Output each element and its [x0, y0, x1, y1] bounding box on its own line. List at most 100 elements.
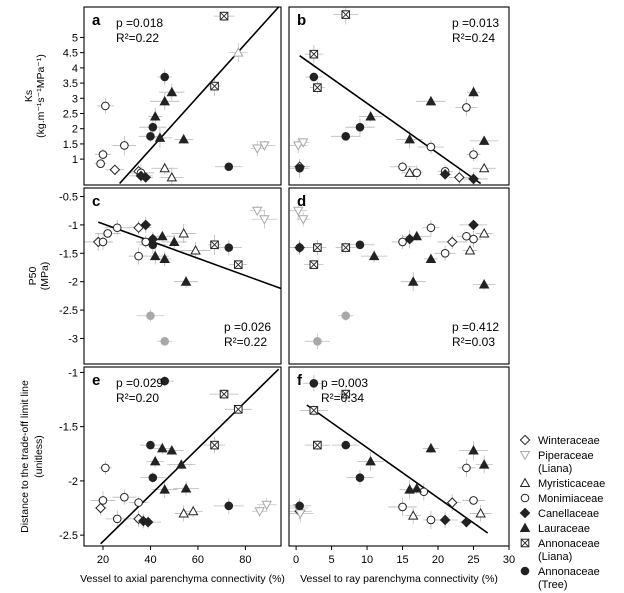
x-tick-label: 25 — [467, 554, 479, 566]
data-point — [464, 245, 476, 255]
plot-area — [84, 205, 281, 346]
data-point — [461, 516, 472, 528]
data-point — [146, 440, 155, 450]
x-tick-label: 40 — [144, 554, 156, 566]
data-point — [468, 173, 479, 185]
data-point — [341, 311, 351, 321]
data-point — [219, 11, 229, 21]
y-tick-label: -2 — [68, 277, 78, 289]
data-point — [178, 133, 189, 144]
data-point — [157, 442, 168, 453]
y-tick-label: -1.5 — [59, 248, 78, 260]
data-point — [313, 336, 322, 346]
data-point — [309, 72, 319, 82]
data-point — [190, 245, 201, 255]
legend-label: Lauraceae — [538, 523, 590, 535]
data-point — [412, 168, 422, 178]
y-axis-label: (MPa) — [39, 262, 51, 291]
legend-marker — [520, 538, 530, 548]
data-point — [141, 237, 151, 247]
data-point — [297, 215, 309, 225]
data-point — [112, 514, 122, 524]
trend-line — [97, 221, 281, 290]
trend-line — [306, 404, 489, 534]
data-point — [468, 219, 479, 231]
data-point — [259, 215, 270, 225]
y-tick-label: 5 — [72, 32, 78, 44]
legend-marker — [519, 507, 531, 519]
x-tick-label: 20 — [97, 554, 109, 566]
y-tick-label: 3 — [72, 93, 78, 105]
stat-annotation: p =0.013 — [452, 16, 499, 30]
data-point — [355, 473, 365, 482]
stat-annotation: p =0.003 — [321, 376, 368, 390]
data-point — [259, 141, 270, 151]
data-point — [159, 484, 170, 494]
trend-line — [100, 368, 280, 545]
legend-marker — [519, 522, 531, 533]
y-tick-label: -2 — [68, 476, 78, 488]
data-point — [160, 376, 169, 386]
data-point — [446, 497, 458, 508]
legend-label: Annonaceae — [538, 538, 600, 550]
data-point — [180, 483, 192, 493]
legend-marker — [519, 450, 531, 461]
stat-annotation: R²=0.22 — [224, 335, 267, 349]
data-point — [398, 502, 407, 512]
data-point — [178, 508, 189, 518]
data-point — [313, 83, 322, 92]
data-point — [96, 159, 105, 169]
data-point — [210, 240, 219, 250]
panel-letter: b — [297, 12, 306, 29]
data-point — [98, 237, 108, 247]
data-point — [120, 492, 129, 502]
data-point — [157, 230, 168, 241]
y-axis-label: (unitless) — [33, 435, 45, 478]
data-point — [140, 219, 152, 231]
data-point — [355, 122, 365, 132]
y-tick-label: 4 — [72, 63, 78, 75]
data-point — [297, 138, 309, 148]
data-point — [210, 81, 219, 91]
data-point — [404, 233, 415, 245]
data-point — [149, 111, 161, 121]
panel-frame — [288, 187, 510, 365]
data-point — [120, 141, 129, 150]
data-point — [98, 150, 108, 159]
trend-line — [299, 55, 482, 185]
data-point — [101, 463, 110, 473]
legend-marker — [520, 566, 530, 576]
legend-label: Annonaceae — [538, 566, 600, 578]
data-point — [462, 463, 471, 473]
legend-label: Winteraceae — [538, 435, 600, 447]
data-point — [210, 440, 219, 450]
data-point — [426, 223, 436, 233]
data-point — [148, 122, 158, 132]
y-tick-label: 2.5 — [63, 108, 78, 120]
plot-area — [289, 375, 493, 534]
legend-label: Piperaceae — [538, 450, 594, 462]
y-axis-label: P50 — [27, 267, 39, 286]
data-point — [187, 505, 199, 516]
data-point — [134, 251, 143, 261]
data-point — [148, 240, 158, 250]
data-point — [407, 510, 419, 520]
y-tick-label: 4.5 — [63, 48, 78, 60]
stat-annotation: R²=0.34 — [321, 391, 364, 405]
data-point — [159, 162, 170, 173]
legend-label: (Liana) — [538, 551, 572, 563]
data-point — [341, 389, 351, 399]
legend-label: Myristicaceae — [538, 478, 605, 490]
stat-annotation: p =0.018 — [116, 16, 163, 30]
plot-area — [289, 7, 499, 185]
data-point — [355, 240, 365, 250]
y-tick-label: -2.5 — [59, 530, 78, 542]
legend-item: Annonaceae(Liana) — [520, 538, 600, 563]
y-tick-label: -1.5 — [59, 422, 78, 434]
stat-annotation: p =0.029 — [116, 376, 163, 390]
data-point — [176, 459, 187, 469]
